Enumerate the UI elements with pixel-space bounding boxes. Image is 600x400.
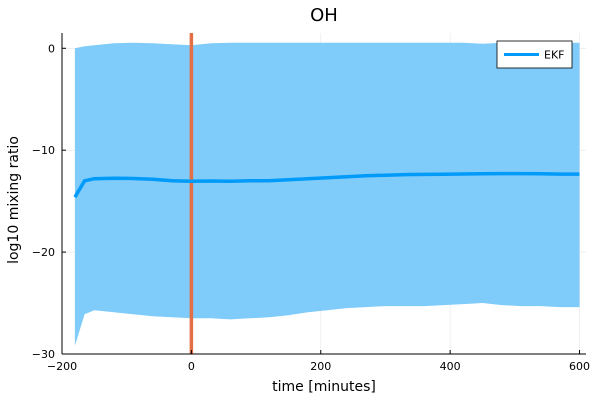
line-layer — [73, 171, 580, 198]
legend: EKF — [496, 40, 573, 69]
x-tick-label-3: 400 — [440, 360, 461, 373]
axis-layer — [61, 33, 586, 355]
y-axis-label: log10 mixing ratio — [6, 136, 22, 264]
x-tick-label-2: 200 — [310, 360, 331, 373]
x-axis-label: time [minutes] — [272, 379, 376, 395]
y-tick-label-3: 0 — [48, 42, 55, 55]
legend-label-ekf: EKF — [544, 49, 565, 62]
x-tick-label-0: −200 — [47, 360, 77, 373]
x-tick-label-4: 600 — [569, 360, 590, 373]
y-tick-label-1: −20 — [32, 246, 55, 259]
chart-title: OH — [310, 5, 338, 26]
uncertainty-band-ekf — [74, 42, 580, 346]
series-line-ekf — [73, 171, 580, 198]
x-tick-label-1: 0 — [188, 360, 195, 373]
y-tick-label-0: −30 — [32, 348, 55, 361]
tick-layer: −200 0 200 400 600 −30 −20 −10 0 — [32, 42, 590, 373]
y-tick-label-2: −10 — [32, 144, 55, 157]
band-layer — [74, 42, 580, 346]
